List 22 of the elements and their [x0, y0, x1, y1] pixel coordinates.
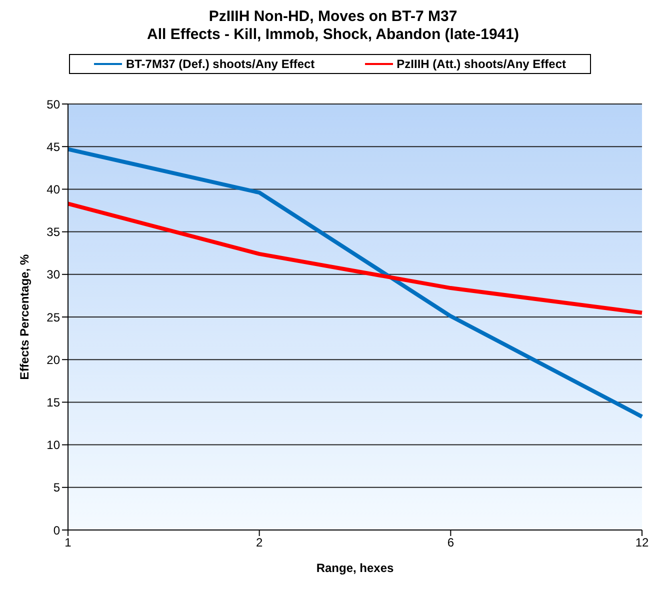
y-tick-label: 5: [53, 480, 60, 495]
y-tick-label: 30: [46, 268, 60, 282]
y-tick-label: 10: [46, 438, 60, 452]
y-tick-label: 35: [46, 225, 60, 240]
x-tick-label: 1: [64, 536, 72, 550]
legend-label: BT-7M37 (Def.) shoots/Any Effect: [124, 57, 315, 71]
chart-title: PzIIIH Non-HD, Moves on BT-7 M37 All Effects - Kill, Immob, Shock, Abandon (late-1941): [146, 8, 520, 44]
x-tick-label: 6: [447, 536, 454, 550]
x-tick-label: 12: [635, 536, 649, 550]
y-tick-label: 20: [46, 352, 60, 367]
y-tick-label: 40: [46, 182, 60, 196]
x-tick-label: 2: [256, 536, 263, 550]
line-series: [66, 202, 644, 315]
legend-label: PzIIIH (Att.) shoots/Any Effect: [396, 57, 566, 71]
y-tick-label: 45: [46, 140, 60, 154]
y-axis-title: Effects Percentage, %: [17, 254, 32, 380]
line-series: [66, 147, 644, 419]
y-tick-label: 25: [46, 310, 60, 324]
x-axis-title: Range, hexes: [316, 561, 394, 575]
y-tick-label: 0: [53, 523, 60, 538]
y-tick-label: 50: [46, 97, 60, 112]
y-tick-label: 15: [46, 395, 60, 410]
